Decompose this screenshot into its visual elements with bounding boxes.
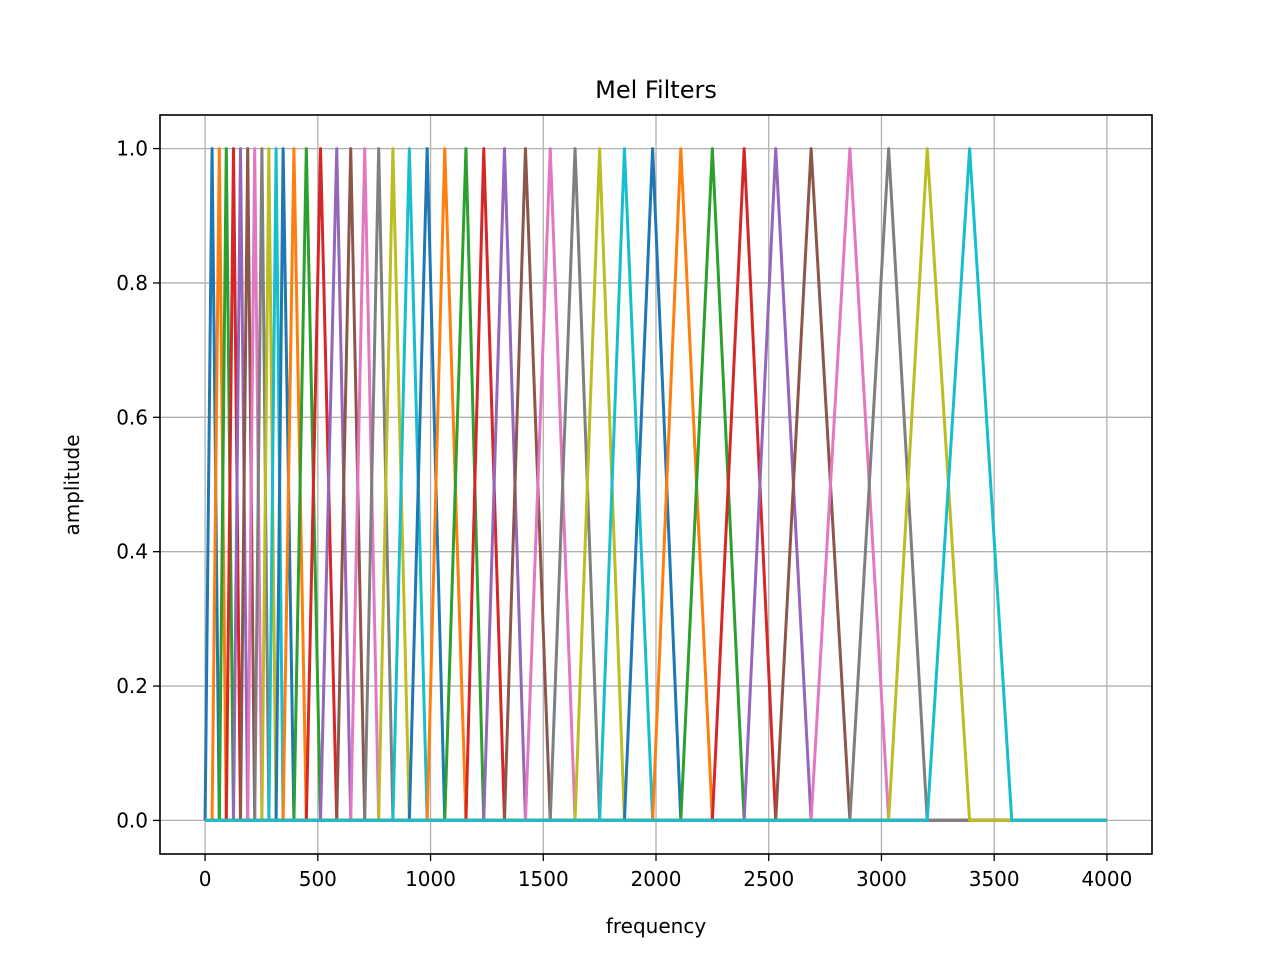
x-tick-label: 3000 (856, 867, 907, 891)
x-tick-label: 1500 (518, 867, 569, 891)
y-tick-label: 0.2 (116, 674, 148, 698)
y-tick-label: 0.6 (116, 405, 148, 429)
y-axis-label: amplitude (60, 434, 84, 535)
mel-filter-40-line (205, 147, 1107, 822)
x-tick-label: 0 (199, 867, 212, 891)
x-tick-label: 2000 (631, 867, 682, 891)
x-tick-label: 2500 (743, 867, 794, 891)
x-tick-label: 4000 (1081, 867, 1132, 891)
x-axis-label: frequency (606, 914, 706, 938)
ticks: 0 500 1000 1500 2000 2500 3000 3500 4000 0.0 0.2 0.… (116, 137, 1132, 891)
y-tick-label: 1.0 (116, 137, 148, 161)
x-tick-label: 3500 (969, 867, 1020, 891)
filter-series (203, 147, 1107, 822)
x-tick-label: 500 (299, 867, 337, 891)
y-tick-label: 0.0 (116, 808, 148, 832)
x-tick-label: 1000 (405, 867, 456, 891)
chart-title: Mel Filters (595, 76, 717, 104)
y-tick-label: 0.8 (116, 271, 148, 295)
y-tick-label: 0.4 (116, 540, 148, 564)
